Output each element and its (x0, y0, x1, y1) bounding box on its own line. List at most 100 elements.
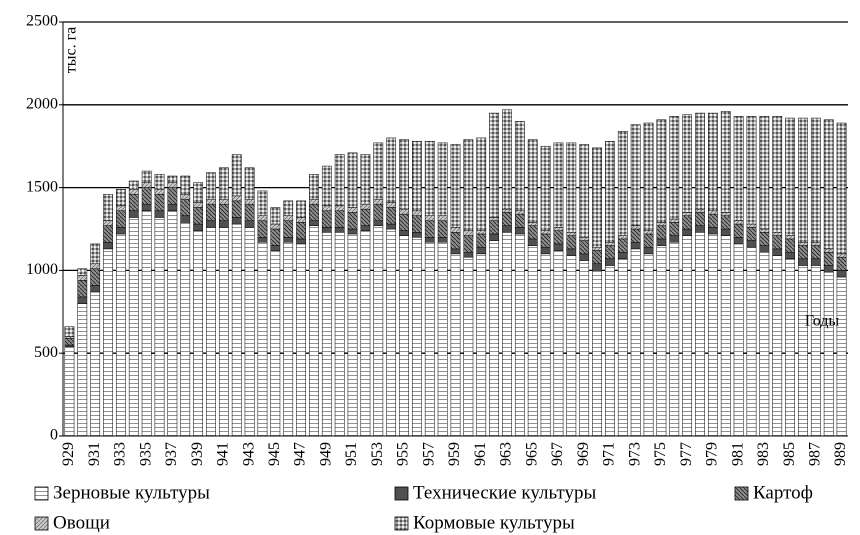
bar-segment (617, 258, 628, 437)
bar-segment (463, 139, 474, 231)
bar-segment (733, 223, 744, 238)
bar-segment (309, 203, 319, 221)
bar-segment (656, 245, 667, 437)
bar-segment (193, 223, 204, 231)
bar-segment (656, 119, 667, 223)
bar-segment (707, 233, 718, 437)
bar-segment (321, 165, 332, 207)
x-tick-label: 957 (420, 442, 437, 466)
bar-segment (605, 265, 615, 437)
bar-segment (772, 248, 783, 256)
bar-segment (360, 203, 371, 210)
bar-segment (502, 212, 512, 226)
bar-segment (103, 248, 113, 437)
bar-segment (437, 241, 448, 437)
bar-segment (810, 265, 821, 437)
bar-segment (360, 154, 371, 205)
bar-segment (180, 175, 191, 195)
bar-segment (64, 338, 75, 346)
bar-segment (90, 291, 101, 437)
bar-segment (244, 203, 255, 221)
bar-segment (283, 237, 294, 243)
bar-segment (141, 170, 152, 183)
y-tick-label: 2000 (26, 95, 58, 112)
bar-segment (231, 200, 242, 218)
bar-segment (553, 243, 564, 251)
bar-segment (823, 248, 834, 253)
bar-segment (244, 227, 255, 437)
bar-segment (707, 210, 718, 215)
bar-segment (527, 238, 538, 246)
x-tick-label: 969 (575, 442, 592, 466)
bar-segment (386, 207, 397, 225)
bar-segment (270, 223, 281, 230)
bar-segment (334, 227, 345, 233)
bar-segment (798, 245, 808, 260)
bar-segment (785, 117, 795, 236)
bar-segment (128, 210, 139, 218)
bar-segment (386, 202, 397, 208)
bar-segment (437, 142, 448, 217)
bar-segment (810, 117, 821, 243)
bar-segment (193, 202, 204, 208)
bar-segment (64, 326, 75, 337)
bar-segment (579, 144, 590, 238)
bar-segment (270, 250, 281, 437)
bar-segment (682, 212, 693, 217)
bar-segment (669, 241, 680, 437)
bar-segment (605, 140, 615, 243)
bar-segment (103, 225, 113, 243)
bar-segment (682, 114, 693, 213)
x-tick-label: 965 (523, 442, 540, 466)
bar-segment (296, 222, 306, 240)
bar-segment (450, 227, 461, 233)
x-tick-label: 959 (446, 442, 463, 466)
bar-segment (347, 228, 358, 235)
y-axis-label: тыс. га (63, 27, 80, 74)
x-tick-label: 961 (472, 442, 489, 466)
bar-segment (321, 227, 332, 233)
bar-segment (373, 142, 384, 200)
bar-segment (347, 152, 358, 208)
bar-segment (218, 203, 229, 221)
bar-segment (720, 235, 731, 437)
bar-segment (836, 256, 847, 271)
bar-segment (141, 210, 152, 437)
bar-segment (514, 210, 525, 215)
x-tick-label: 975 (652, 442, 669, 466)
bar-segment (656, 225, 667, 240)
bar-segment (167, 182, 178, 188)
bar-segment (128, 217, 139, 437)
bar-segment (785, 238, 795, 253)
legend-label: Кормовые культуры (413, 512, 575, 533)
bar-segment (502, 225, 512, 233)
bar-segment (412, 232, 422, 238)
bar-segment (489, 220, 499, 235)
bar-segment (707, 112, 718, 212)
bar-segment (257, 190, 268, 217)
bar-segment (527, 245, 538, 437)
bar-segment (476, 230, 487, 235)
bar-segment (77, 303, 88, 437)
bar-segment (180, 198, 191, 217)
bar-segment (605, 241, 615, 246)
bar-segment (527, 222, 538, 226)
x-tick-label: 929 (60, 442, 77, 466)
bar-segment (759, 232, 770, 246)
x-tick-label: 971 (601, 442, 618, 466)
bar-segment (334, 210, 345, 228)
bar-segment (772, 232, 783, 236)
bar-segment (540, 246, 551, 255)
bar-segment (579, 240, 590, 255)
bar-segment (180, 222, 191, 437)
bar-segment (90, 263, 101, 269)
bar-segment (296, 200, 306, 218)
bar-segment (630, 225, 641, 230)
legend-swatch (394, 486, 409, 501)
bar-segment (514, 213, 525, 228)
bar-segment (540, 230, 551, 235)
legend-swatch (734, 486, 749, 501)
bar-segment (785, 235, 795, 240)
bar-segment (128, 180, 139, 190)
